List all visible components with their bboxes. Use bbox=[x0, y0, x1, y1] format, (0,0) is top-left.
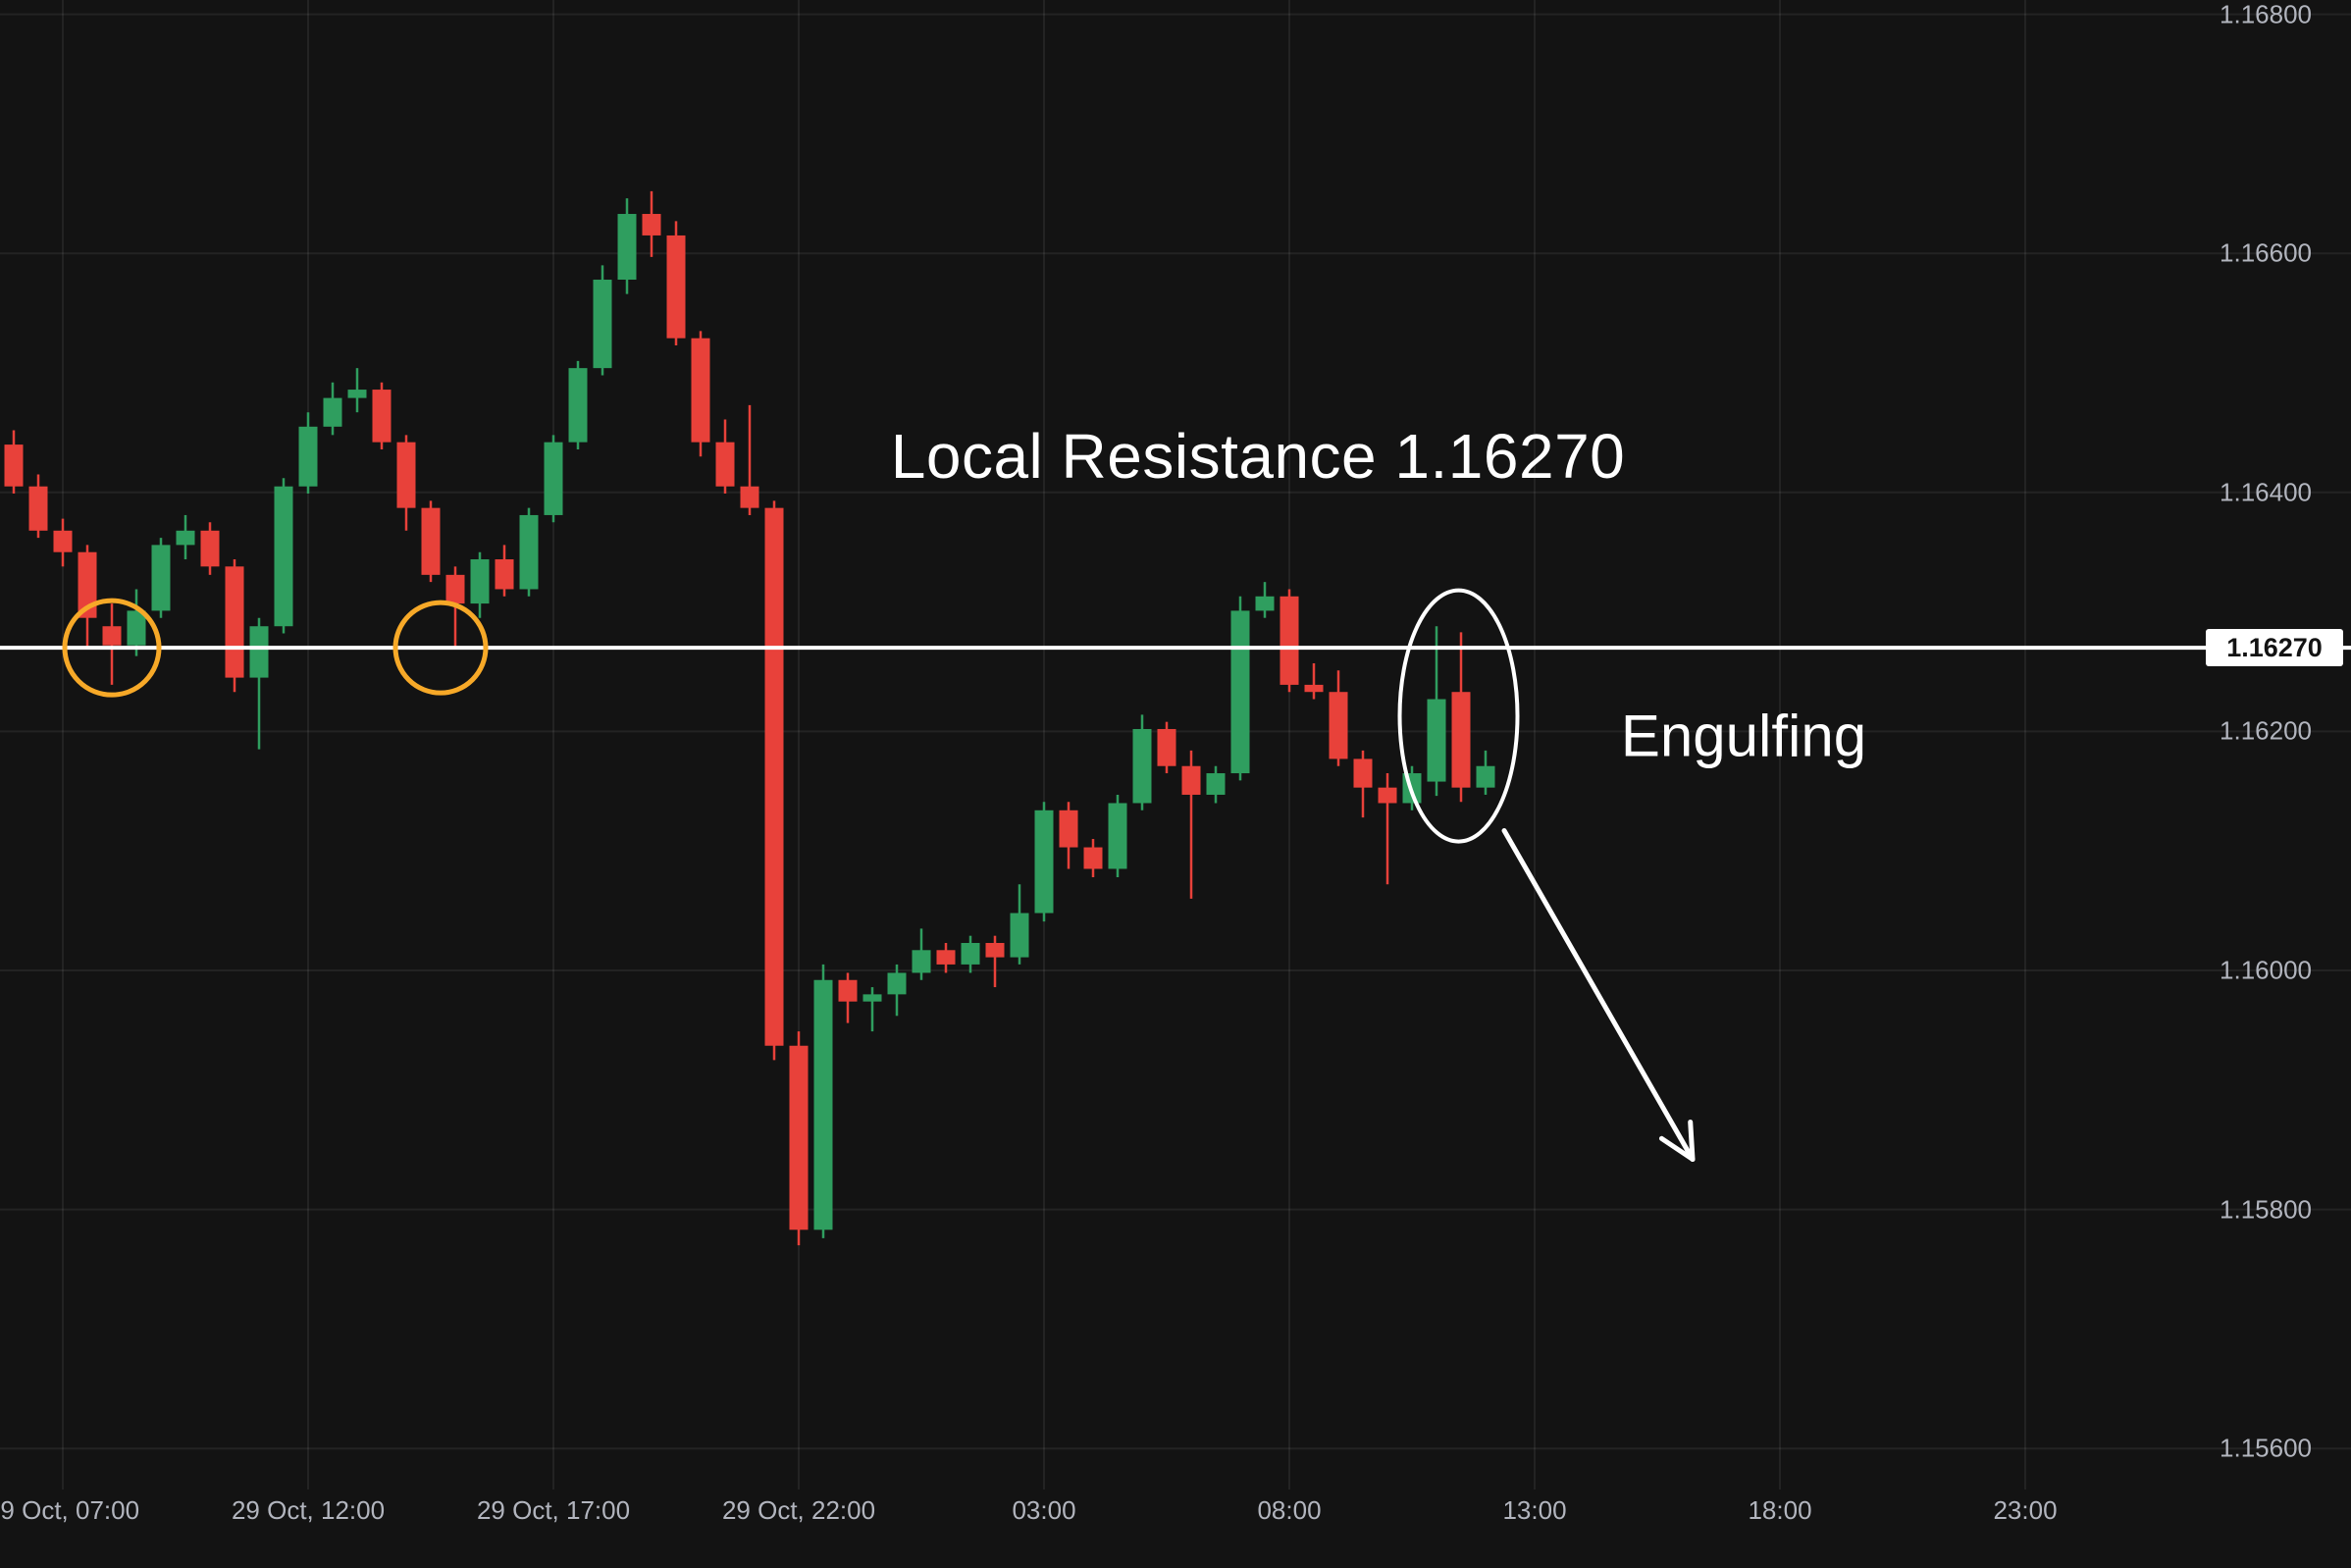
breakdown-arrow[interactable] bbox=[1501, 828, 1696, 1162]
candle-up bbox=[519, 514, 539, 590]
time-tick-label: 29 Oct, 07:00 bbox=[0, 1495, 140, 1525]
resistance-price-badge: 1.16270 bbox=[2206, 629, 2343, 667]
price-tick-label: 1.16600 bbox=[2220, 237, 2312, 268]
time-tick-label: 08:00 bbox=[1257, 1495, 1322, 1525]
candle-down bbox=[1304, 684, 1324, 693]
candle-down bbox=[445, 574, 465, 604]
time-tick-label: 29 Oct, 22:00 bbox=[721, 1495, 876, 1525]
candle-down bbox=[4, 444, 24, 487]
candle-down bbox=[421, 507, 441, 575]
candle-down bbox=[1083, 847, 1103, 869]
breakdown-arrow-head bbox=[1688, 1120, 1696, 1162]
candle-down bbox=[372, 390, 392, 443]
candle-up bbox=[249, 626, 269, 678]
price-tick-label: 1.16200 bbox=[2220, 715, 2312, 746]
price-tick-label: 1.15600 bbox=[2220, 1433, 2312, 1463]
engulfing-ellipse[interactable] bbox=[1397, 588, 1520, 844]
candle-down bbox=[691, 338, 710, 443]
candle-up bbox=[298, 426, 318, 487]
candle-down bbox=[936, 950, 956, 965]
resistance-annotation-text[interactable]: Local Resistance 1.16270 bbox=[890, 421, 1626, 493]
highlight-circle[interactable] bbox=[62, 598, 162, 698]
candle-down bbox=[764, 507, 784, 1046]
candle-up bbox=[470, 559, 490, 604]
candle-down bbox=[740, 486, 759, 508]
time-tick-label: 29 Oct, 12:00 bbox=[231, 1495, 386, 1525]
time-axis[interactable]: 29 Oct, 07:00 29 Oct, 12:00 29 Oct, 17:00 2… bbox=[0, 1472, 2351, 1568]
price-tick-label: 1.15800 bbox=[2220, 1194, 2312, 1225]
candle-up bbox=[912, 950, 931, 973]
candle-up bbox=[1476, 765, 1495, 788]
candle-up bbox=[544, 442, 563, 515]
candle-down bbox=[666, 235, 686, 339]
breakdown-arrow-head bbox=[1658, 1135, 1696, 1162]
candle-up bbox=[1010, 913, 1029, 958]
price-axis[interactable]: 1.16800 1.16600 1.16400 1.16200 1.16000 1.158… bbox=[2204, 0, 2351, 1568]
candle-down bbox=[225, 566, 244, 678]
candle-up bbox=[1427, 699, 1446, 782]
candle-down bbox=[200, 530, 220, 567]
candle-down bbox=[1157, 728, 1176, 766]
candle-up bbox=[1255, 596, 1275, 611]
candle-up bbox=[961, 942, 980, 965]
engulfing-annotation-text[interactable]: Engulfing bbox=[1620, 703, 1867, 769]
candle-down bbox=[1378, 787, 1397, 804]
candle-down bbox=[396, 442, 416, 508]
candle-down bbox=[53, 530, 73, 552]
candle-down bbox=[78, 551, 97, 618]
time-tick-label: 18:00 bbox=[1748, 1495, 1812, 1525]
candle-up bbox=[617, 214, 637, 281]
candle-up bbox=[1034, 810, 1054, 914]
candle-up bbox=[1108, 803, 1127, 869]
candle-up bbox=[176, 530, 195, 546]
candle-down bbox=[985, 942, 1005, 958]
candle-down bbox=[1353, 758, 1373, 788]
candle-down bbox=[838, 979, 858, 1002]
price-tick-label: 1.16400 bbox=[2220, 477, 2312, 507]
time-tick-label: 13:00 bbox=[1502, 1495, 1567, 1525]
candle-down bbox=[1451, 692, 1471, 788]
candle-up bbox=[127, 610, 146, 646]
time-tick-label: 29 Oct, 17:00 bbox=[476, 1495, 631, 1525]
candle-down bbox=[1280, 596, 1299, 685]
candle-down bbox=[28, 486, 48, 531]
candle-up bbox=[593, 280, 612, 369]
candle-up bbox=[151, 545, 171, 611]
price-tick-label: 1.16800 bbox=[2220, 0, 2312, 29]
candle-up bbox=[568, 368, 588, 443]
highlight-circle[interactable] bbox=[392, 600, 489, 696]
candle-up bbox=[274, 486, 293, 627]
candle-down bbox=[789, 1045, 809, 1230]
candle-down bbox=[1329, 692, 1348, 759]
candle-down bbox=[495, 559, 514, 590]
candle-up bbox=[1230, 610, 1250, 774]
price-tick-label: 1.16000 bbox=[2220, 955, 2312, 985]
candle-up bbox=[323, 397, 342, 427]
candle-up bbox=[1206, 773, 1226, 795]
candle-down bbox=[1181, 765, 1201, 795]
candle-up bbox=[887, 972, 907, 995]
candle-down bbox=[715, 442, 735, 487]
candle-up bbox=[813, 979, 833, 1230]
time-tick-label: 03:00 bbox=[1012, 1495, 1076, 1525]
time-tick-label: 23:00 bbox=[1993, 1495, 2058, 1525]
candle-down bbox=[1059, 810, 1078, 848]
candle-down bbox=[642, 214, 661, 235]
candle-down bbox=[102, 626, 122, 646]
candle-up bbox=[1132, 728, 1152, 804]
candle-up bbox=[862, 994, 882, 1002]
candle-up bbox=[347, 390, 367, 398]
